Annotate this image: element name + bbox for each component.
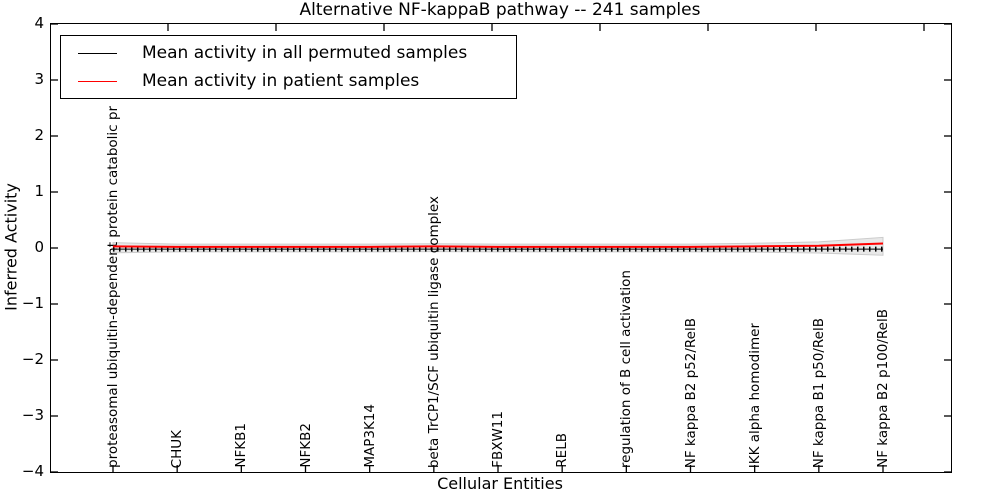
legend-label: Mean activity in patient samples bbox=[142, 71, 420, 91]
data-lines-layer bbox=[51, 24, 951, 472]
patient-mean-line bbox=[112, 242, 884, 248]
y-tick-label: 0 bbox=[34, 238, 44, 256]
chart-title: Alternative NF-kappaB pathway -- 241 sam… bbox=[299, 0, 701, 20]
legend-line-swatch bbox=[78, 80, 117, 82]
legend: Mean activity in all permuted samples Mea… bbox=[60, 35, 517, 99]
legend-row: Mean activity in patient samples bbox=[61, 67, 516, 95]
tick-marks bbox=[51, 24, 951, 472]
legend-row: Mean activity in all permuted samples bbox=[61, 39, 516, 67]
y-tick-label: −1 bbox=[21, 294, 44, 312]
y-tick-label: 1 bbox=[34, 182, 44, 200]
x-axis-label: Cellular Entities bbox=[437, 474, 563, 493]
y-tick-label: −2 bbox=[21, 350, 44, 368]
y-tick-label: 3 bbox=[34, 70, 44, 88]
y-tick-label: 2 bbox=[34, 126, 44, 144]
legend-line-swatch bbox=[78, 52, 117, 54]
y-tick-label: −3 bbox=[21, 406, 44, 424]
y-tick-label: 4 bbox=[34, 14, 44, 32]
legend-label: Mean activity in all permuted samples bbox=[142, 43, 468, 63]
y-tick-label: −4 bbox=[21, 462, 44, 480]
